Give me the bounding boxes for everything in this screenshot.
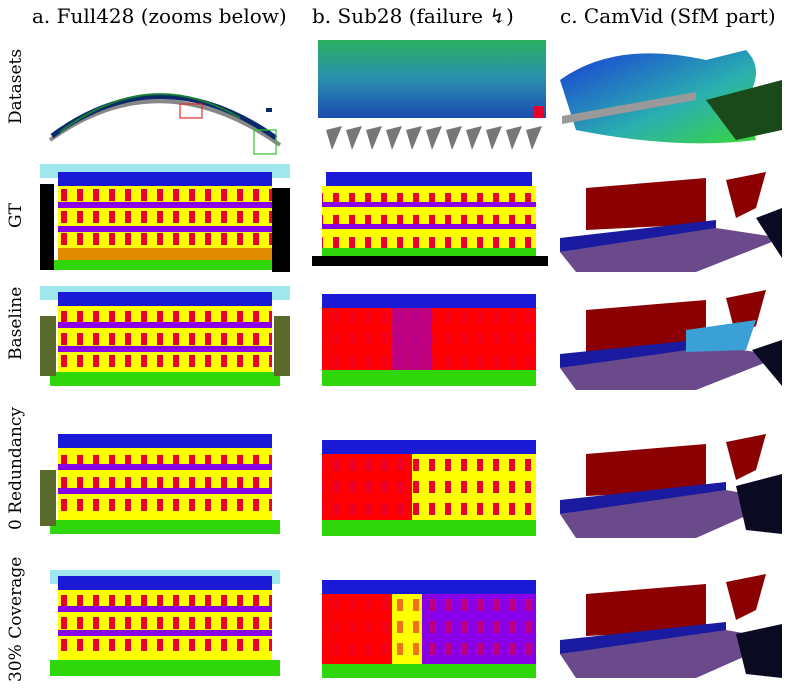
column-title-c: c. CamVid (SfM part) bbox=[560, 4, 776, 28]
panel-b-coverage bbox=[312, 574, 548, 682]
column-title-b: b. Sub28 (failure ↯) bbox=[312, 4, 514, 28]
panel-c-baseline bbox=[556, 290, 782, 390]
row-label-baseline: Baseline bbox=[6, 286, 26, 360]
panel-a-zero-redundancy bbox=[40, 430, 290, 542]
panel-a-datasets bbox=[40, 40, 300, 160]
panel-c-gt bbox=[556, 168, 782, 272]
row-label-coverage: 30% Coverage bbox=[6, 556, 26, 682]
panel-a-gt bbox=[40, 164, 290, 274]
panel-b-zero-redundancy bbox=[312, 434, 548, 542]
panel-b-datasets bbox=[312, 36, 552, 160]
row-label-gt: GT bbox=[6, 203, 26, 228]
panel-a-baseline bbox=[40, 286, 290, 392]
panel-b-gt bbox=[312, 168, 548, 272]
panel-c-coverage bbox=[556, 574, 782, 682]
panel-a-coverage bbox=[40, 570, 290, 682]
row-label-datasets: Datasets bbox=[6, 48, 26, 124]
panel-c-datasets bbox=[556, 40, 782, 164]
column-title-a: a. Full428 (zooms below) bbox=[32, 4, 287, 28]
panel-c-zero-redundancy bbox=[556, 434, 782, 542]
panel-b-baseline bbox=[312, 286, 548, 392]
row-label-zero-redundancy: 0 Redundancy bbox=[6, 407, 26, 530]
